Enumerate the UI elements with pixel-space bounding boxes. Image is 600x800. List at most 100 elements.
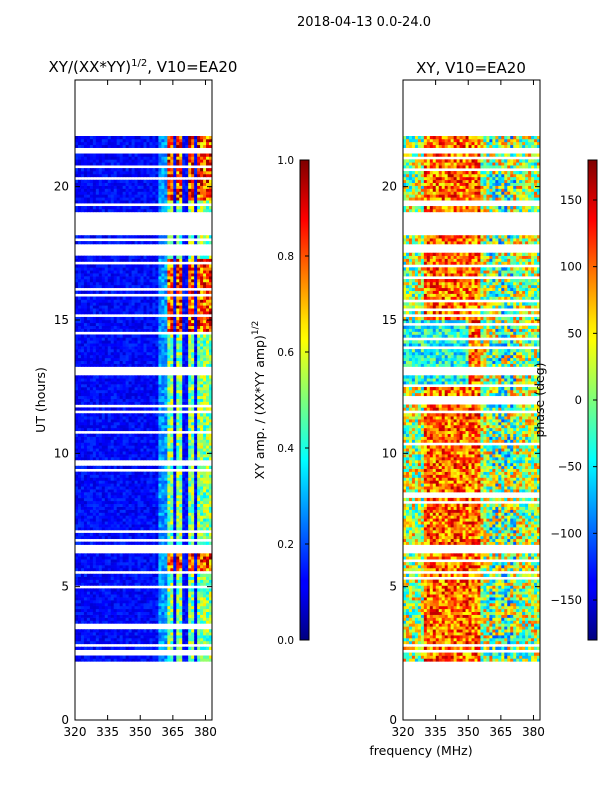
heatmap-cell — [158, 311, 162, 315]
heatmap-cell — [209, 600, 212, 604]
heatmap-cell — [206, 562, 210, 566]
heatmap-cell — [158, 439, 162, 443]
heatmap-cell — [89, 395, 94, 399]
heatmap-cell — [206, 422, 210, 426]
heatmap-cell — [98, 308, 103, 312]
heatmap-cell — [146, 497, 151, 502]
heatmap-cell — [194, 442, 198, 446]
heatmap-cell — [191, 392, 195, 397]
heatmap-cell — [155, 565, 159, 569]
heatmap-cell — [209, 521, 212, 525]
heatmap-cell — [197, 600, 201, 604]
heatmap-cell — [164, 442, 168, 446]
heatmap-cell — [188, 290, 192, 294]
heatmap-cell — [206, 594, 210, 598]
heatmap-cell — [161, 290, 165, 294]
heatmap-cell — [185, 556, 189, 560]
heatmap-cell — [206, 381, 210, 385]
heatmap-cell — [98, 340, 103, 344]
heatmap-cell — [161, 480, 165, 484]
heatmap-cell — [101, 637, 106, 642]
heatmap-cell — [128, 325, 133, 329]
heatmap-cell — [89, 471, 94, 475]
heatmap-cell — [119, 515, 124, 519]
heatmap-cell — [104, 343, 109, 347]
heatmap-cell — [86, 518, 91, 522]
heatmap-cell — [137, 521, 142, 525]
heatmap-cell — [179, 617, 183, 621]
heatmap-cell — [77, 600, 82, 604]
heatmap-cell — [158, 573, 162, 577]
heatmap-cell — [167, 489, 171, 493]
heatmap-cell — [89, 515, 94, 519]
heatmap-cell — [170, 655, 174, 659]
heatmap-cell — [197, 480, 201, 484]
heatmap-cell — [161, 357, 165, 362]
heatmap-cell — [185, 392, 189, 397]
heatmap-cell — [137, 512, 142, 516]
heatmap-cell — [161, 500, 165, 505]
heatmap-cell — [89, 346, 94, 350]
heatmap-cell — [113, 635, 118, 639]
heatmap-cell — [167, 284, 171, 289]
heatmap-cell — [113, 386, 118, 391]
heatmap-cell — [119, 594, 124, 598]
heatmap-cell — [155, 392, 159, 397]
heatmap-cell — [140, 392, 145, 397]
heatmap-cell — [77, 582, 82, 586]
heatmap-cell — [128, 494, 133, 499]
heatmap-cell — [149, 448, 154, 452]
heatmap-cell — [92, 605, 97, 610]
heatmap-cell — [152, 357, 157, 362]
heatmap-cell — [107, 322, 112, 327]
heatmap-cell — [188, 527, 192, 531]
heatmap-cell — [206, 375, 210, 379]
heatmap-cell — [188, 457, 192, 461]
heatmap-cell — [173, 424, 177, 429]
heatmap-cell — [75, 497, 79, 502]
heatmap-cell — [89, 279, 94, 283]
heatmap-cell — [140, 445, 145, 449]
heatmap-cell — [134, 392, 139, 397]
heatmap-cell — [155, 559, 159, 563]
heatmap-cell — [143, 655, 148, 659]
heatmap-cell — [83, 311, 88, 315]
heatmap-cell — [209, 395, 212, 399]
heatmap-cell — [197, 445, 201, 449]
heatmap-cell — [194, 346, 198, 350]
heatmap-cell — [179, 480, 183, 484]
heatmap-cell — [80, 279, 85, 283]
heatmap-cell — [110, 392, 115, 397]
heatmap-cell — [182, 553, 186, 557]
heatmap-cell — [170, 419, 174, 423]
heatmap-cell — [77, 605, 82, 610]
heatmap-cell — [113, 319, 118, 324]
heatmap-cell — [98, 658, 103, 662]
heatmap-cell — [116, 567, 121, 572]
heatmap-cell — [80, 567, 85, 572]
heatmap-cell — [101, 305, 106, 309]
heatmap-cell — [197, 486, 201, 490]
heatmap-cell — [83, 436, 88, 440]
heatmap-cell — [125, 279, 130, 283]
heatmap-cell — [176, 573, 180, 577]
heatmap-cell — [143, 398, 148, 402]
heatmap-cell — [89, 296, 94, 300]
heatmap-cell — [185, 541, 189, 545]
heatmap-cell — [143, 597, 148, 601]
heatmap-cell — [110, 343, 115, 347]
heatmap-cell — [149, 375, 154, 379]
heatmap-cell — [203, 588, 207, 592]
heatmap-cell — [161, 567, 165, 572]
heatmap-cell — [161, 284, 165, 289]
heatmap-cell — [119, 556, 124, 560]
heatmap-cell — [185, 357, 189, 362]
heatmap-cell — [131, 565, 136, 569]
heatmap-cell — [197, 299, 201, 303]
heatmap-cell — [83, 357, 88, 362]
heatmap-cell — [146, 343, 151, 347]
heatmap-cell — [77, 319, 82, 324]
heatmap-cell — [143, 556, 148, 560]
heatmap-cell — [194, 351, 198, 356]
heatmap-cell — [164, 439, 168, 443]
